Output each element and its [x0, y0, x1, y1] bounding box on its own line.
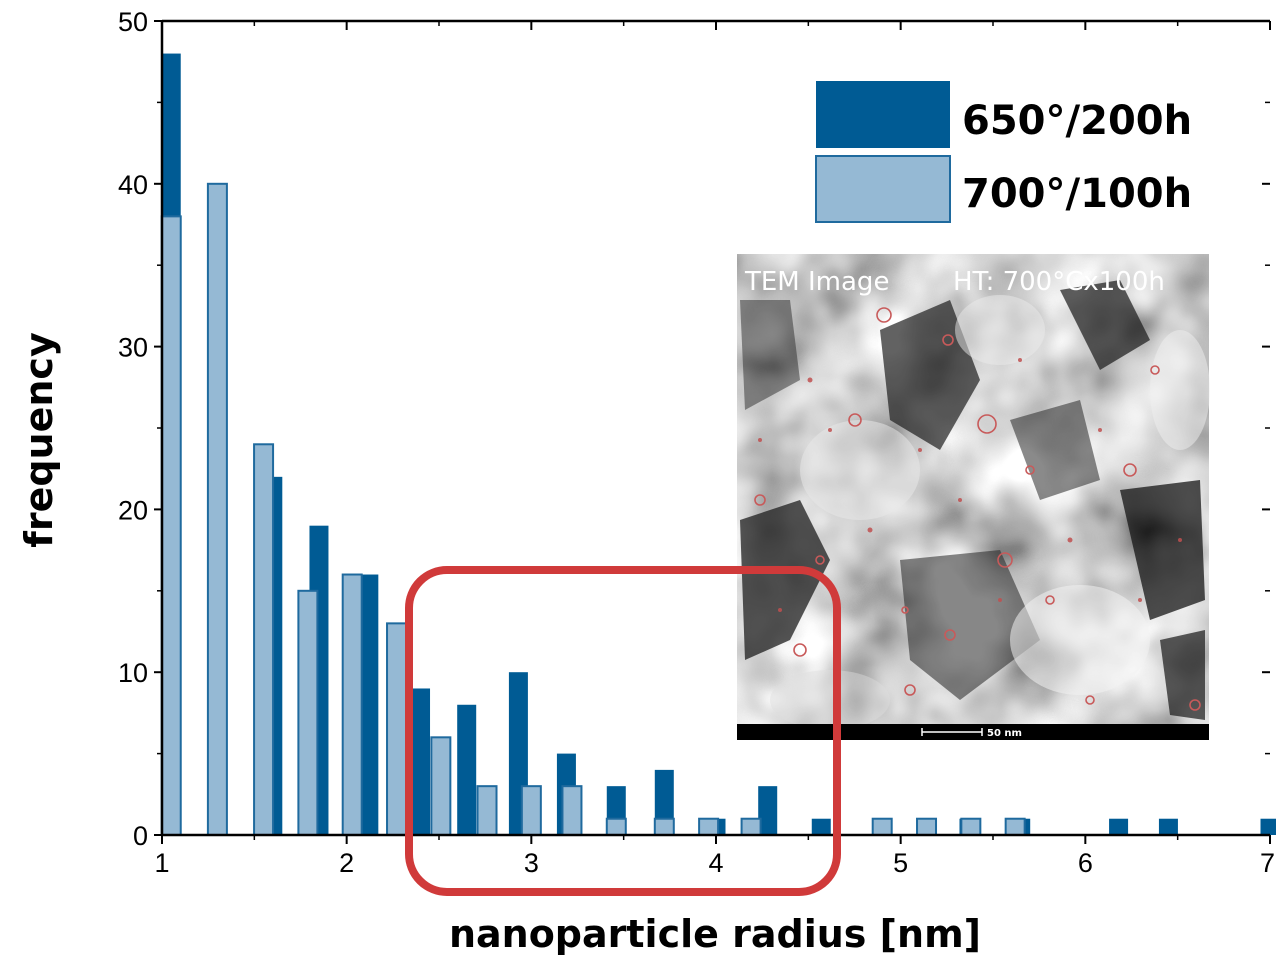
- bar-650-16: [1109, 818, 1129, 835]
- bar-650-5: [411, 688, 431, 835]
- x-tick-label-3: 4: [708, 848, 723, 878]
- y-axis-title: frequency: [17, 332, 61, 548]
- bar-700-17: [1004, 817, 1026, 836]
- bar-700-5: [386, 622, 408, 836]
- tem-inset-image: 50 nm TEM Image HT: 700°Cx100h: [737, 254, 1210, 740]
- bar-700-2: [253, 443, 275, 836]
- legend: 650°/200h 700°/100h: [815, 81, 1192, 223]
- bar-700-7: [476, 785, 498, 836]
- bar-650-18: [1260, 818, 1276, 835]
- legend-swatch-650: [816, 81, 950, 148]
- inset-caption-left: TEM Image: [744, 267, 889, 297]
- x-axis-ticks: 1 2 3 4 5 6 7: [154, 21, 1275, 878]
- bar-700-11: [653, 817, 675, 836]
- x-tick-label-6: 7: [1260, 848, 1275, 878]
- highlight-box: [405, 566, 841, 896]
- x-tick-label-0: 1: [154, 848, 169, 878]
- bar-650-12: [758, 786, 778, 835]
- inset-caption-right: HT: 700°Cx100h: [953, 267, 1165, 297]
- y-axis-ticks: 0 10 20 30 40 50: [118, 7, 1270, 851]
- bar-650-6: [457, 704, 477, 835]
- bar-700-15: [916, 817, 938, 836]
- bar-700-12: [698, 817, 720, 836]
- bar-650-13: [811, 818, 831, 835]
- x-tick-label-2: 3: [524, 848, 539, 878]
- bar-700-6: [430, 736, 452, 837]
- bar-650-4: [359, 574, 379, 835]
- x-tick-label-1: 2: [339, 848, 354, 878]
- x-tick-label-4: 5: [893, 848, 908, 878]
- bar-700-13: [740, 817, 762, 836]
- legend-label-700: 700°/100h: [962, 171, 1192, 217]
- y-tick-label-1: 10: [118, 658, 148, 688]
- x-tick-label-5: 6: [1078, 848, 1093, 878]
- y-tick-label-2: 20: [118, 495, 148, 525]
- bar-650-17: [1158, 818, 1178, 835]
- legend-swatch-700: [815, 155, 951, 223]
- bar-700-9: [561, 785, 583, 836]
- legend-label-650: 650°/200h: [962, 98, 1192, 144]
- bar-700-8: [520, 785, 542, 836]
- scale-bar-label: 50 nm: [987, 728, 1022, 739]
- bar-700-14: [871, 817, 893, 836]
- bar-700-0: [160, 215, 182, 837]
- bar-700-1: [206, 182, 228, 837]
- bar-700-4: [341, 573, 363, 837]
- y-tick-label-0: 0: [133, 821, 148, 851]
- bar-700-3: [297, 589, 319, 836]
- y-tick-label-5: 50: [118, 7, 148, 37]
- y-tick-label-3: 30: [118, 333, 148, 363]
- series-700-bars: [160, 182, 1026, 837]
- bar-700-16: [960, 817, 982, 836]
- x-axis-title: nanoparticle radius [nm]: [449, 912, 981, 956]
- bar-700-10: [605, 817, 627, 836]
- y-tick-label-4: 40: [118, 170, 148, 200]
